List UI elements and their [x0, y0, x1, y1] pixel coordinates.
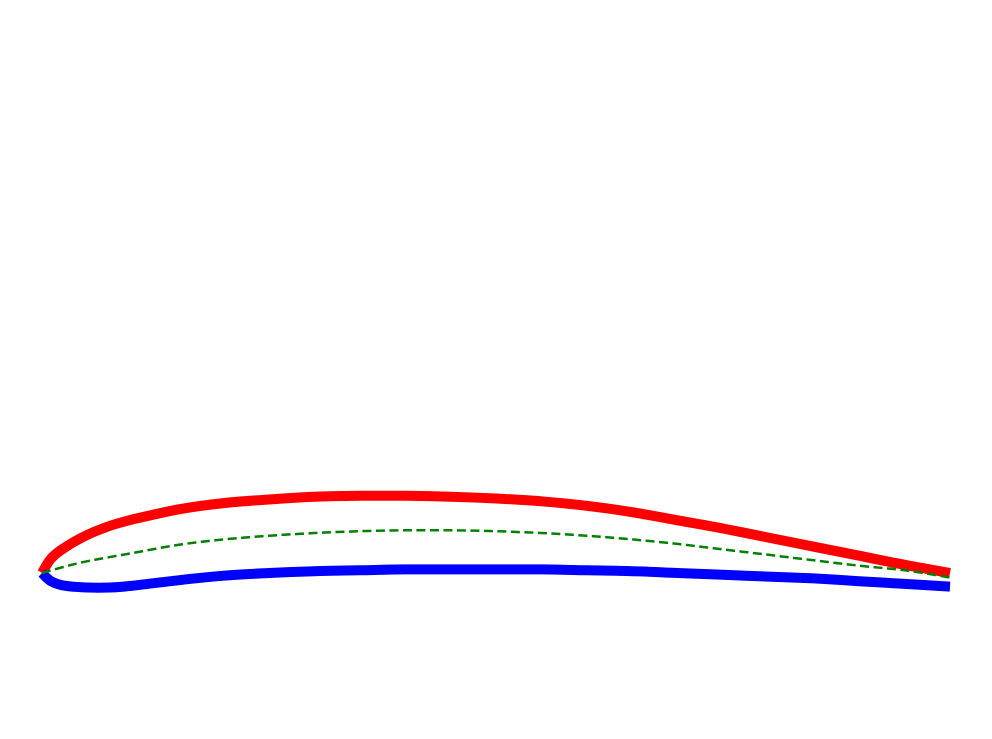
- airfoil-lower-surface: [38, 564, 951, 593]
- airfoil-camber-line: [41, 528, 951, 579]
- airfoil-upper-surface: [37, 490, 951, 578]
